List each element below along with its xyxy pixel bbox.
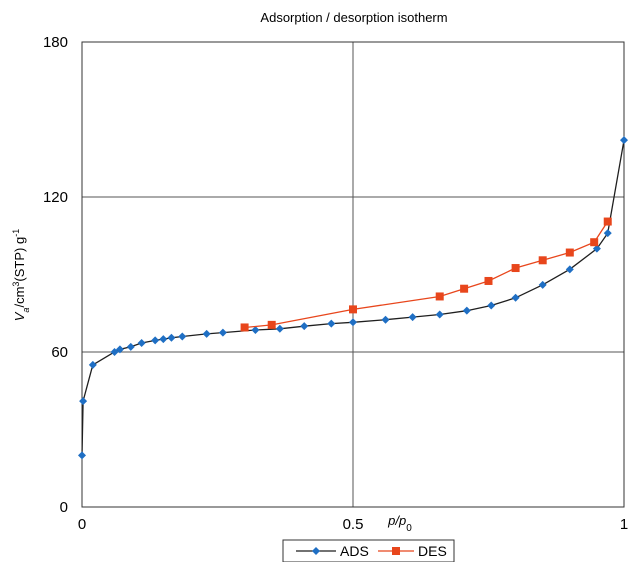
series-des-line — [244, 221, 609, 329]
ads-point — [88, 360, 97, 369]
series-layer — [78, 136, 628, 460]
ads-point — [620, 136, 628, 145]
chart-title: Adsorption / desorption isotherm — [260, 10, 447, 25]
y-axis-label-v: V — [12, 311, 27, 321]
x-axis-label: p/p0 — [387, 513, 412, 534]
ads-point — [218, 328, 227, 337]
ads-point — [381, 315, 390, 324]
legend-des-label: DES — [418, 543, 447, 559]
des-point — [603, 217, 612, 226]
des-point — [240, 323, 249, 332]
ads-point — [603, 229, 612, 238]
ads-point — [435, 310, 444, 319]
ads-point — [327, 319, 336, 328]
y-axis-label: Va/cm3(STP) g-1 — [11, 229, 31, 321]
legend: ADS DES — [282, 539, 455, 562]
ads-point — [178, 332, 187, 341]
y-axis-label-stp: (STP) g — [12, 237, 27, 282]
x-axis-label-sub: 0 — [406, 523, 412, 534]
ads-point — [151, 336, 160, 345]
y-axis-label-sup2: -1 — [11, 229, 21, 237]
y-tick-label: 180 — [43, 34, 68, 51]
legend-ads-marker — [312, 547, 320, 555]
des-point — [460, 284, 469, 293]
ads-point — [300, 322, 309, 331]
ads-point — [78, 451, 86, 460]
ads-point — [462, 306, 471, 315]
ads-point — [79, 397, 88, 406]
ads-point — [115, 345, 124, 354]
legend-box — [282, 539, 455, 562]
des-point — [267, 320, 276, 329]
ads-point — [511, 293, 520, 302]
ads-point — [592, 244, 601, 253]
des-point — [565, 248, 574, 257]
plot-area-frame — [81, 41, 625, 508]
grid-lines — [82, 42, 624, 507]
ads-point — [126, 342, 135, 351]
des-point — [484, 276, 493, 285]
y-tick-label: 0 — [60, 499, 68, 516]
des-point — [538, 256, 547, 265]
ads-point — [538, 280, 547, 289]
ads-point — [349, 318, 357, 327]
y-axis-label-cm: /cm — [12, 287, 27, 308]
y-tick-label: 60 — [51, 344, 68, 361]
des-point — [511, 264, 520, 273]
ads-point — [251, 326, 260, 335]
ads-point — [487, 301, 496, 310]
series-des — [240, 217, 612, 332]
ads-point — [110, 348, 119, 356]
ads-point — [202, 329, 211, 338]
x-tick-label: 1 — [620, 516, 628, 533]
x-tick-labels: 0 0.5 1 — [78, 516, 628, 533]
ads-point — [159, 335, 168, 344]
y-tick-label: 120 — [43, 189, 68, 206]
legend-ads-label: ADS — [340, 543, 369, 559]
y-axis-label-sub: a — [21, 308, 31, 313]
x-tick-label: 0.5 — [343, 516, 364, 533]
y-tick-labels: 0 60 120 180 — [43, 34, 68, 516]
des-point — [349, 305, 357, 314]
ads-point — [167, 333, 176, 342]
legend-des-marker — [392, 547, 400, 555]
des-point — [435, 292, 444, 301]
y-axis-label-sup1: 3 — [11, 282, 21, 287]
x-axis-label-main: p/p — [387, 513, 406, 528]
series-ads — [78, 136, 628, 460]
ads-point — [137, 338, 146, 347]
x-tick-label: 0 — [78, 516, 86, 533]
ads-point — [565, 265, 574, 274]
des-point — [590, 238, 599, 247]
ads-point — [408, 313, 417, 322]
ads-point — [275, 324, 284, 333]
